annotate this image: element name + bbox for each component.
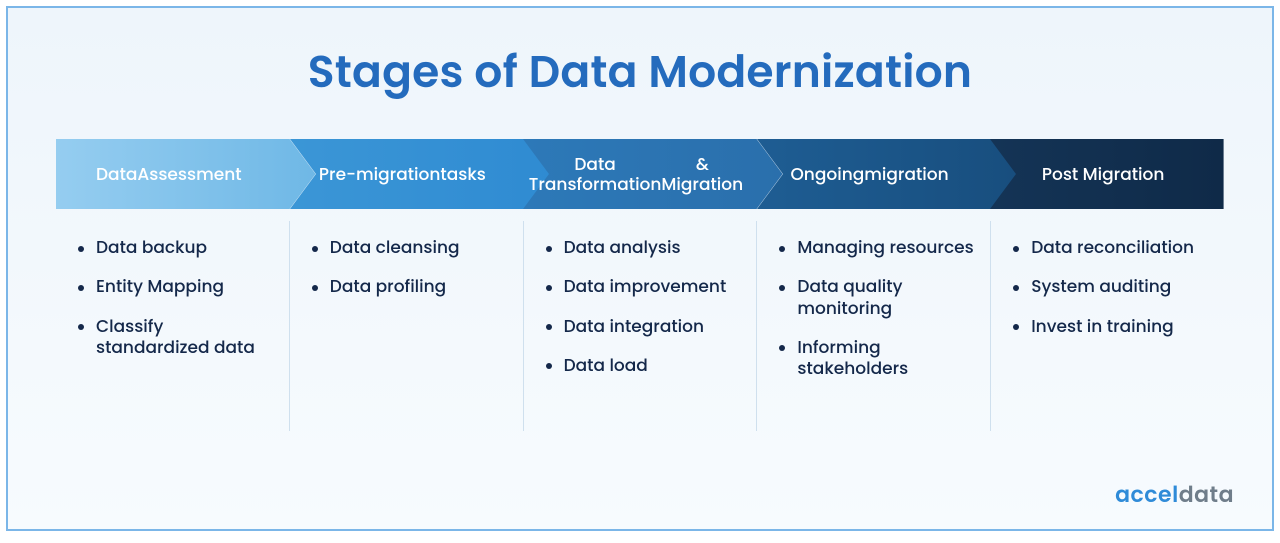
stage-item: Managing resources xyxy=(779,237,980,258)
stage-chevron-3: Ongoingmigration xyxy=(757,139,991,209)
infographic-card: Stages of Data Modernization DataAssessm… xyxy=(6,6,1274,531)
stage-label-4: Post Migration xyxy=(990,139,1224,209)
stage-item: Data integration xyxy=(546,316,747,337)
stage-item: Data load xyxy=(546,355,747,376)
stage-item-list: Data backup Entity Mapping Classify standa… xyxy=(78,237,279,358)
stage-item: Data improvement xyxy=(546,276,747,297)
stage-column-4: Data reconciliation System auditing Invest… xyxy=(991,221,1224,431)
stage-chevron-4: Post Migration xyxy=(990,139,1224,209)
stage-chevron-1: Pre-migrationtasks xyxy=(290,139,524,209)
process-chevron-row: DataAssessment Pre-migrationtasks Data T… xyxy=(56,139,1224,209)
stage-column-0: Data backup Entity Mapping Classify standa… xyxy=(56,221,290,431)
stage-item: Data reconciliation xyxy=(1013,237,1214,258)
stage-column-2: Data analysis Data improvement Data integr… xyxy=(524,221,758,431)
stage-label-2: Data Transformation& Migration xyxy=(523,139,757,209)
stage-column-3: Managing resources Data quality monitorin… xyxy=(757,221,991,431)
stage-item: Data profiling xyxy=(312,276,513,297)
stage-item: Data analysis xyxy=(546,237,747,258)
stage-item: Informing stakeholders xyxy=(779,337,980,380)
stage-item: Invest in training xyxy=(1013,316,1214,337)
stage-item-list: Data reconciliation System auditing Invest… xyxy=(1013,237,1214,337)
stage-item: Data backup xyxy=(78,237,279,258)
stage-columns: Data backup Entity Mapping Classify standa… xyxy=(56,221,1224,431)
stage-label-0: DataAssessment xyxy=(56,139,290,209)
stage-item-list: Data analysis Data improvement Data integr… xyxy=(546,237,747,376)
stage-item: Data quality monitoring xyxy=(779,276,980,319)
brand-prefix: accel xyxy=(1115,479,1179,510)
page-title: Stages of Data Modernization xyxy=(56,40,1224,105)
stage-item-list: Managing resources Data quality monitorin… xyxy=(779,237,980,379)
brand-suffix: data xyxy=(1179,479,1234,510)
stage-item: Entity Mapping xyxy=(78,276,279,297)
stage-chevron-2: Data Transformation& Migration xyxy=(523,139,757,209)
stage-item-list: Data cleansing Data profiling xyxy=(312,237,513,298)
stage-column-1: Data cleansing Data profiling xyxy=(290,221,524,431)
stage-chevron-0: DataAssessment xyxy=(56,139,290,209)
stage-item: System auditing xyxy=(1013,276,1214,297)
stage-item: Classify standardized data xyxy=(78,316,279,359)
stage-label-1: Pre-migrationtasks xyxy=(290,139,524,209)
brand-logo: acceldata xyxy=(1115,478,1234,511)
stage-item: Data cleansing xyxy=(312,237,513,258)
stage-label-3: Ongoingmigration xyxy=(757,139,991,209)
